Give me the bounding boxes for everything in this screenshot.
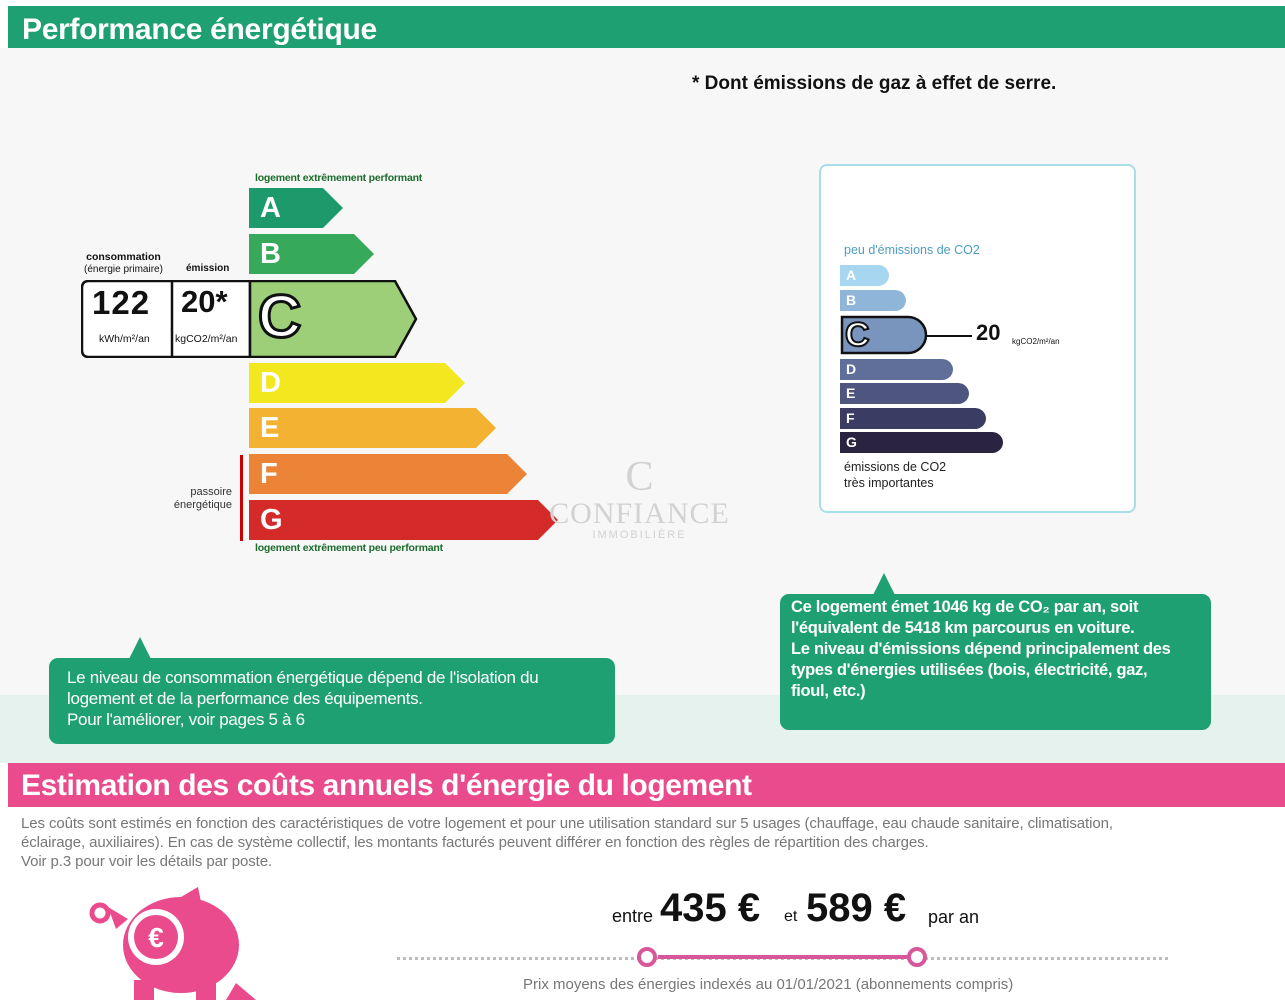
consumption-value: 122 [92, 284, 151, 321]
dpe-bar-g-shape [249, 500, 558, 540]
costs-description-line-2: éclairage, auxiliaires). En cas de systè… [21, 834, 929, 851]
consumption-callout: Le niveau de consommation énergétique dé… [49, 658, 615, 744]
ges-bar-g-shape [840, 432, 1003, 453]
dpe-bar-e-shape [249, 408, 496, 448]
watermark-subtitle: IMMOBILIÈRE [592, 529, 687, 541]
agency-watermark: C CONFIANCE IMMOBILIÈRE [547, 455, 732, 541]
cost-min-value: 435 € [660, 886, 761, 930]
ges-letter-g: G [846, 434, 857, 450]
ges-bar-b: B [840, 290, 906, 311]
costs-description: Les coûts sont estimés en fonction des c… [21, 814, 1266, 871]
dpe-bar-f: F [249, 454, 527, 494]
emission-label: émission [186, 263, 230, 274]
consumption-callout-arrow [129, 637, 151, 659]
dpe-letter-g: G [260, 504, 283, 536]
dpe-bar-b: B [249, 234, 374, 274]
passoire-label: passoire énergétique [173, 486, 232, 511]
dpe-bar-e: E [249, 408, 496, 448]
emission-callout: Ce logement émet 1046 kg de CO₂ par an, … [780, 594, 1211, 730]
dpe-top-label: logement extrêmement performant [255, 172, 423, 184]
emission-callout-line-2: l'équivalent de 5418 km parcourus en voi… [791, 619, 1135, 637]
dpe-letter-f: F [260, 458, 278, 490]
cost-min-marker [637, 947, 657, 967]
svg-text:€: € [148, 922, 164, 953]
dpe-bar-a: A [249, 188, 343, 228]
ghg-footnote: * Dont émissions de gaz à effet de serre… [692, 73, 1057, 94]
dpe-letter-e: E [260, 412, 280, 444]
ges-bar-c [840, 315, 928, 355]
ges-letter-a: A [846, 267, 857, 283]
cost-per-year-label: par an [928, 907, 980, 927]
emission-callout-line-1: Ce logement émet 1046 kg de CO₂ par an, … [791, 598, 1139, 616]
ges-bottom-line-1: émissions de CO2 [844, 460, 947, 474]
ges-letter-b: B [846, 292, 857, 308]
dpe-bar-b-shape [249, 234, 374, 274]
ges-bar-b-shape [840, 290, 906, 311]
ges-unit: kgCO2/m²/an [1012, 337, 1060, 346]
dpe-bar-d: D [249, 363, 465, 403]
ges-value: 20 [976, 320, 1001, 345]
ges-bottom-line-2: très importantes [844, 476, 934, 490]
costs-description-line-1: Les coûts sont estimés en fonction des c… [21, 815, 1113, 832]
emission-callout-line-4: types d'énergies utilisées (bois, électr… [791, 661, 1148, 679]
dpe-letter-a: A [260, 192, 281, 224]
page-title: Performance énergétique [22, 13, 377, 46]
ges-letter-e: E [846, 385, 856, 401]
emission-callout-line-3: Le niveau d'émissions dépend principalem… [791, 640, 1171, 658]
dpe-letter-b: B [260, 238, 281, 270]
cost-max-marker [907, 947, 927, 967]
costs-header: Estimation des coûts annuels d'énergie d… [8, 763, 1285, 807]
cost-between-label: entre [612, 906, 654, 926]
dpe-bar-g: G [249, 500, 558, 540]
ges-bar-e-shape [840, 383, 969, 404]
ges-bar-d-shape [840, 359, 953, 380]
current-class-box [81, 280, 418, 358]
consumption-label: consommation [86, 251, 161, 263]
costs-description-line-3: Voir p.3 pour voir les détails par poste… [21, 853, 273, 870]
ges-bar-a-shape [840, 265, 889, 286]
dpe-bar-a-shape [249, 188, 343, 228]
emission-value: 20* [181, 284, 228, 319]
watermark-logo-icon: C [625, 454, 654, 500]
consumption-unit: kWh/m²/an [99, 333, 150, 345]
emission-callout-arrow [873, 573, 895, 595]
dpe-bar-d-shape [249, 363, 465, 403]
ges-bar-f: F [840, 408, 986, 429]
ges-letter-f: F [846, 410, 855, 426]
prices-note: Prix moyens des énergies indexés au 01/0… [523, 976, 1014, 993]
costs-title: Estimation des coûts annuels d'énergie d… [21, 769, 752, 802]
ges-bar-d: D [840, 359, 953, 380]
ges-bar-e: E [840, 383, 969, 404]
dpe-letter-d: D [260, 367, 281, 399]
consumption-header: consommation (énergie primaire) [84, 251, 163, 276]
current-dpe-class: C [256, 282, 302, 352]
emission-callout-line-5: fioul, etc.) [791, 682, 866, 700]
ges-bar-f-shape [840, 408, 986, 429]
ges-bar-g: G [840, 432, 1003, 453]
current-ges-class: C [844, 315, 871, 355]
consumption-sublabel: (énergie primaire) [84, 264, 163, 275]
ges-top-label: peu d'émissions de CO2 [844, 243, 980, 257]
consumption-callout-line-3: Pour l'améliorer, voir pages 5 à 6 [67, 710, 305, 729]
cost-and-label: et [784, 908, 798, 925]
ges-letter-d: D [846, 361, 857, 377]
consumption-callout-line-2: logement et de la performance des équipe… [67, 689, 423, 708]
ges-bottom-label: émissions de CO2 très importantes [844, 459, 946, 491]
cost-range-bar [658, 955, 908, 959]
cost-max-value: 589 € [806, 886, 907, 930]
consumption-callout-line-1: Le niveau de consommation énergétique dé… [67, 668, 539, 687]
passoire-marker [240, 455, 243, 541]
ges-pointer-line [927, 335, 972, 337]
emission-unit: kgCO2/m²/an [175, 333, 238, 345]
piggy-bank-icon: € [89, 887, 256, 1000]
dpe-bar-f-shape [249, 454, 527, 494]
ges-bar-a: A [840, 265, 889, 286]
watermark-name: CONFIANCE [549, 497, 730, 530]
dpe-bottom-label: logement extrêmement peu performant [255, 542, 443, 554]
energy-performance-header: Performance énergétique [8, 6, 1285, 48]
